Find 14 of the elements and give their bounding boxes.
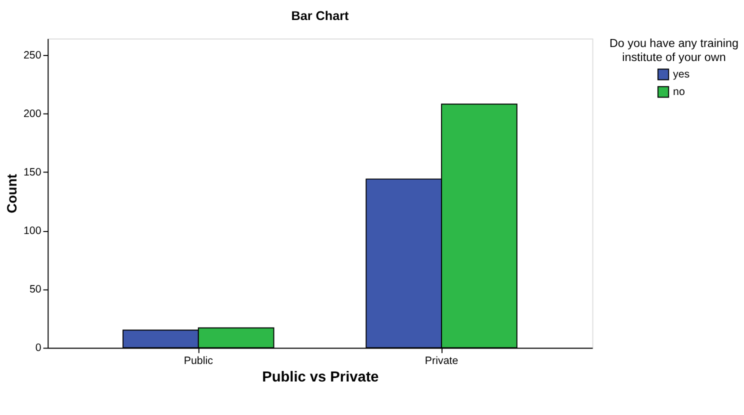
legend-title: Do you have any training institute of your own — [610, 37, 738, 64]
y-tick-label: 150 — [23, 166, 42, 178]
legend-label: no — [673, 86, 685, 98]
legend-label: yes — [673, 68, 690, 80]
y-tick-label: 0 — [35, 342, 42, 354]
x-tick-label: Public — [184, 354, 214, 367]
y-tick-label: 200 — [23, 108, 42, 120]
y-tick-label: 100 — [23, 225, 42, 237]
y-tick-label: 250 — [23, 49, 42, 62]
y-axis-title: Count — [4, 173, 20, 214]
x-axis-title: Public vs Private — [262, 369, 379, 386]
x-tick-label: Private — [424, 354, 458, 367]
chart-title: Bar Chart — [291, 8, 350, 23]
y-tick-label: 50 — [29, 284, 42, 296]
